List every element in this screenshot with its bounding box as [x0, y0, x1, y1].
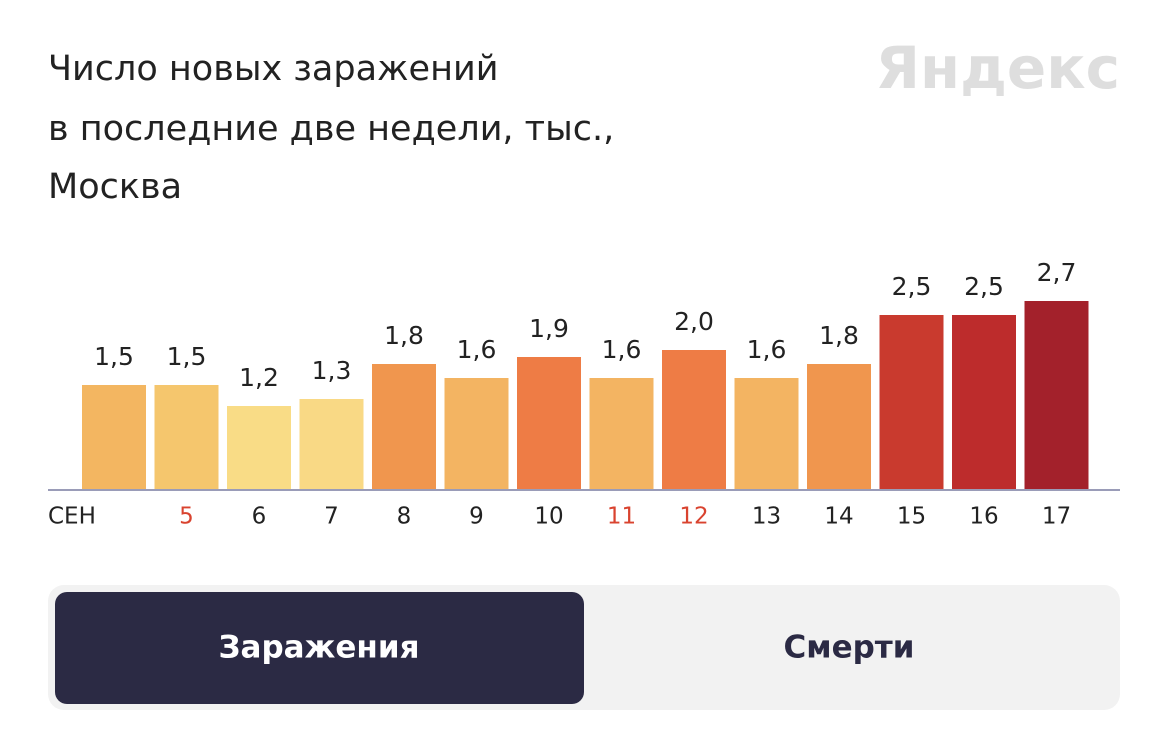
- bar: [154, 385, 219, 490]
- value-label: 1,6: [457, 335, 497, 364]
- bar: [807, 364, 871, 490]
- tab-label[interactable]: Заражения: [219, 630, 420, 666]
- value-label: 1,8: [819, 321, 859, 350]
- x-tick-label: 16: [969, 504, 998, 530]
- x-tick-label: 14: [824, 504, 853, 530]
- x-tick-label: СЕН: [48, 504, 96, 530]
- title-line: в последние две недели, тыс.,: [48, 109, 614, 149]
- value-label: 1,8: [384, 321, 424, 350]
- bar: [662, 350, 726, 490]
- logo: Яндекс: [875, 34, 1120, 102]
- value-label: 1,5: [167, 342, 207, 371]
- x-tick-label: 6: [252, 504, 267, 530]
- title-line: Число новых заражений: [48, 49, 498, 89]
- x-tick-label: 9: [469, 504, 484, 530]
- bar: [299, 399, 364, 490]
- x-tick-label: 11: [607, 504, 636, 530]
- bar: [227, 406, 291, 490]
- value-label: 1,9: [529, 314, 569, 343]
- title-line: Москва: [48, 167, 182, 207]
- value-label: 2,7: [1037, 258, 1077, 287]
- bar: [1024, 301, 1089, 490]
- tab-label[interactable]: Смерти: [784, 630, 915, 666]
- bar: [372, 364, 436, 490]
- x-tick-label: 17: [1042, 504, 1071, 530]
- bar: [444, 378, 509, 490]
- tab-active[interactable]: [55, 592, 584, 704]
- value-label: 1,2: [239, 363, 279, 392]
- x-tick-label: 15: [897, 504, 926, 530]
- bar: [879, 315, 944, 490]
- bar: [952, 315, 1016, 490]
- value-label: 1,3: [312, 356, 352, 385]
- value-label: 1,5: [94, 342, 134, 371]
- bar: [589, 378, 654, 490]
- value-label: 1,6: [747, 335, 787, 364]
- value-label: 2,5: [892, 272, 932, 301]
- x-tick-label: 8: [397, 504, 412, 530]
- value-label: 2,0: [674, 307, 714, 336]
- bar: [734, 378, 799, 490]
- x-tick-label: 12: [679, 504, 708, 530]
- bar: [517, 357, 581, 490]
- x-tick-label: 13: [752, 504, 781, 530]
- x-tick-label: 10: [534, 504, 563, 530]
- value-label: 1,6: [602, 335, 642, 364]
- x-tick-label: 7: [324, 504, 339, 530]
- value-label: 2,5: [964, 272, 1004, 301]
- x-tick-label: 5: [179, 504, 194, 530]
- bar: [82, 385, 146, 490]
